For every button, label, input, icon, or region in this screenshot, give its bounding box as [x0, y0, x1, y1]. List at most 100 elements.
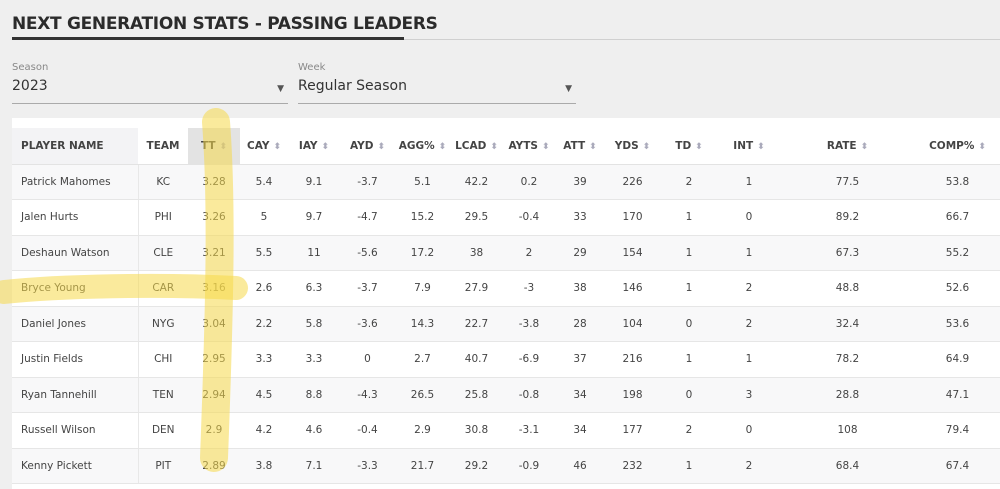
column-header-ayts[interactable]: AYTS ⬍ [503, 128, 555, 165]
table-row[interactable]: Bryce Young CAR 3.16 2.6 6.3 -3.7 7.9 27.9 -3 38 1… [12, 270, 1000, 307]
column-header-int[interactable]: INT ⬍ [718, 128, 780, 165]
player-name-cell[interactable]: Daniel Jones [12, 306, 139, 342]
player-name-cell[interactable]: Jalen Hurts [12, 199, 139, 236]
sort-arrows-icon[interactable]: ⬍ [589, 141, 597, 152]
player-name-cell[interactable]: Bryce Young [12, 270, 139, 307]
stat-cell: PHI [138, 199, 188, 236]
stat-cell: 79.4 [915, 412, 1000, 449]
column-header-agg[interactable]: AGG% ⬍ [395, 128, 450, 165]
stat-cell: -0.9 [503, 448, 555, 484]
column-header-yds[interactable]: YDS ⬍ [605, 128, 660, 165]
sort-arrows-icon[interactable]: ⬍ [757, 141, 765, 152]
stat-cell: 1 [660, 199, 718, 236]
stat-cell: 14.3 [395, 306, 450, 342]
player-name-cell[interactable]: Justin Fields [12, 341, 139, 378]
page-title: NEXT GENERATION STATS - PASSING LEADERS [12, 14, 438, 34]
stat-cell: 2 [718, 448, 780, 484]
stat-cell: 26.5 [395, 377, 450, 413]
stat-cell: 2 [718, 306, 780, 342]
stat-cell: KC [138, 164, 188, 200]
stat-cell: -3.8 [503, 306, 555, 342]
column-header-cay[interactable]: CAY ⬍ [240, 128, 288, 165]
player-name-cell[interactable]: Russell Wilson [12, 412, 139, 449]
stat-cell: 216 [605, 341, 660, 378]
stat-cell: 25.8 [450, 377, 503, 413]
table-row[interactable]: Justin Fields CHI 2.95 3.3 3.3 0 2.7 40.7 -6.9 37… [12, 341, 1000, 378]
stat-cell: NYG [138, 306, 188, 342]
stat-cell: 2.9 [395, 412, 450, 449]
sort-arrows-icon[interactable]: ⬍ [695, 141, 703, 152]
stat-cell: 2 [718, 270, 780, 307]
stat-cell: CLE [138, 235, 188, 271]
stat-cell: -4.3 [340, 377, 395, 413]
stat-cell: 3.3 [288, 341, 340, 378]
table-row[interactable]: Jalen Hurts PHI 3.26 5 9.7 -4.7 15.2 29.5 -0.4 33… [12, 199, 1000, 236]
stat-cell: 53.6 [915, 306, 1000, 342]
column-header-team[interactable]: TEAM [138, 128, 188, 165]
column-header-rate[interactable]: RATE ⬍ [780, 128, 915, 165]
stat-cell: 7.9 [395, 270, 450, 307]
sort-arrows-icon[interactable]: ⬍ [490, 141, 498, 152]
column-header-tt[interactable]: TT ⬍ [188, 128, 240, 165]
column-header-lcad[interactable]: LCAD ⬍ [450, 128, 503, 165]
stat-cell: 89.2 [780, 199, 915, 236]
stat-cell: 38 [450, 235, 503, 271]
column-label: AGG% [398, 139, 435, 152]
stat-cell: -0.4 [340, 412, 395, 449]
stat-cell: 29.2 [450, 448, 503, 484]
sort-arrows-icon[interactable]: ⬍ [321, 141, 330, 152]
player-name-cell[interactable]: Ryan Tannehill [12, 377, 139, 413]
column-header-ayd[interactable]: AYD ⬍ [340, 128, 395, 165]
table-row[interactable]: Daniel Jones NYG 3.04 2.2 5.8 -3.6 14.3 22.7 -3.… [12, 306, 1000, 342]
stat-cell: -3.1 [503, 412, 555, 449]
stat-cell: -3.7 [340, 270, 395, 307]
stat-cell: 22.7 [450, 306, 503, 342]
season-select[interactable]: Season 2023 ▼ [12, 62, 288, 104]
table-row[interactable]: Patrick Mahomes KC 3.28 5.4 9.1 -3.7 5.1 42.2 0.… [12, 164, 1000, 200]
table-row[interactable]: Russell Wilson DEN 2.9 4.2 4.6 -0.4 2.9 30.8 -3.… [12, 412, 1000, 449]
table-row[interactable]: Kenny Pickett PIT 2.89 3.8 7.1 -3.3 21.7 29.2 -0… [12, 448, 1000, 484]
passing-leaders-table-container: PLAYER NAME TEAM TT ⬍ CAY ⬍ IAY ⬍ AYD ⬍ AGG% ⬍ LCAD ⬍… [12, 118, 1000, 489]
stat-cell: 2.2 [240, 306, 288, 342]
stat-cell: 64.9 [915, 341, 1000, 378]
sort-arrows-icon[interactable]: ⬍ [377, 141, 385, 152]
column-header-iay[interactable]: IAY ⬍ [288, 128, 340, 165]
stat-cell: 4.6 [288, 412, 340, 449]
table-row[interactable]: Ryan Tannehill TEN 2.94 4.5 8.8 -4.3 26.5 25.8-… [12, 377, 1000, 413]
sort-arrows-icon[interactable]: ⬍ [541, 141, 550, 152]
column-label: LCAD [455, 139, 487, 152]
stat-cell: 29 [555, 235, 605, 271]
column-header-td[interactable]: TD ⬍ [660, 128, 718, 165]
player-name-cell[interactable]: Deshaun Watson [12, 235, 139, 271]
stat-cell: 28.8 [780, 377, 915, 413]
sort-arrows-icon[interactable]: ⬍ [219, 141, 228, 152]
stat-cell: 5.1 [395, 164, 450, 200]
stat-cell: 108 [780, 412, 915, 449]
column-label: CAY [247, 139, 270, 152]
stat-cell: 67.3 [780, 235, 915, 271]
stat-cell: 2.7 [395, 341, 450, 378]
week-select[interactable]: Week Regular Season ▼ [298, 62, 576, 104]
column-header-att[interactable]: ATT ⬍ [555, 128, 605, 165]
player-name-cell[interactable]: Patrick Mahomes [12, 164, 139, 200]
stat-cell: 3.21 [188, 235, 240, 271]
stat-cell: 232 [605, 448, 660, 484]
stat-cell: 78.2 [780, 341, 915, 378]
column-header-player-name[interactable]: PLAYER NAME [12, 128, 138, 165]
player-name-cell[interactable]: Kenny Pickett [12, 448, 139, 484]
sort-arrows-icon[interactable]: ⬍ [860, 141, 869, 152]
sort-arrows-icon[interactable]: ⬍ [438, 141, 447, 152]
column-header-comp[interactable]: COMP% ⬍ [915, 128, 1000, 165]
sort-arrows-icon[interactable]: ⬍ [642, 141, 651, 152]
stat-cell: 1 [718, 341, 780, 378]
stat-cell: 68.4 [780, 448, 915, 484]
stat-cell: -4.7 [340, 199, 395, 236]
sort-arrows-icon[interactable]: ⬍ [273, 141, 281, 152]
stat-cell: -6.9 [503, 341, 555, 378]
sort-arrows-icon[interactable]: ⬍ [978, 141, 986, 152]
stat-cell: -3.3 [340, 448, 395, 484]
stat-cell: 198 [605, 377, 660, 413]
stat-cell: CAR [138, 270, 188, 307]
stat-cell: 1 [718, 235, 780, 271]
table-row[interactable]: Deshaun Watson CLE 3.21 5.5 11 -5.6 17.2 38 2 29 1… [12, 235, 1000, 271]
